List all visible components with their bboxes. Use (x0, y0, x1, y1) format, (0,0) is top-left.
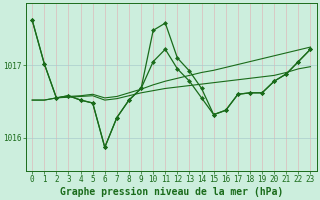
X-axis label: Graphe pression niveau de la mer (hPa): Graphe pression niveau de la mer (hPa) (60, 186, 283, 197)
